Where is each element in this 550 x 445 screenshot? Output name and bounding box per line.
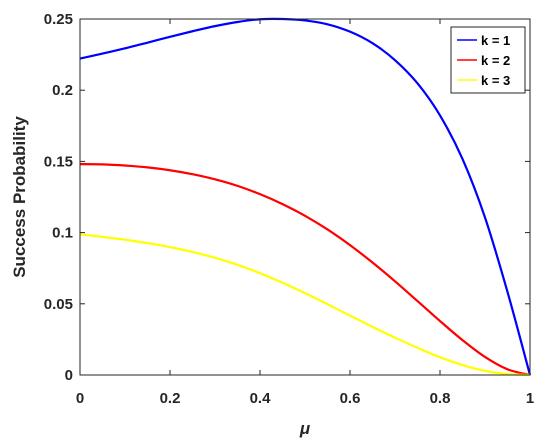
y-axis-label: Success Probability <box>10 116 29 278</box>
x-tick-label: 0.8 <box>430 390 451 407</box>
x-axis: 0 0.2 0.4 0.6 0.8 1 <box>76 19 534 407</box>
x-axis-label: μ <box>299 419 311 438</box>
y-tick-label: 0.15 <box>44 153 73 170</box>
legend: k = 1 k = 2 k = 3 <box>450 26 526 94</box>
series-layer <box>79 17 532 377</box>
legend-label: k = 3 <box>481 73 510 88</box>
x-tick-label: 1 <box>526 390 534 407</box>
y-tick-label: 0.25 <box>44 11 73 28</box>
x-tick-label: 0.6 <box>340 390 361 407</box>
legend-label: k = 2 <box>481 53 510 68</box>
x-tick-label: 0 <box>76 390 84 407</box>
series-line-k2 <box>79 163 531 377</box>
y-tick-label: 0.1 <box>52 225 73 242</box>
y-tick-label: 0 <box>65 367 73 384</box>
x-tick-label: 0.2 <box>160 390 181 407</box>
y-tick-label: 0.05 <box>44 296 73 313</box>
plot-frame <box>79 18 531 376</box>
legend-label: k = 1 <box>481 33 510 48</box>
series-line-k1 <box>79 17 532 376</box>
x-tick-label: 0.4 <box>250 390 272 407</box>
y-axis: 0 0.05 0.1 0.15 0.2 0.25 <box>44 11 530 384</box>
series-line-k3 <box>79 233 531 377</box>
y-tick-label: 0.2 <box>52 82 73 99</box>
